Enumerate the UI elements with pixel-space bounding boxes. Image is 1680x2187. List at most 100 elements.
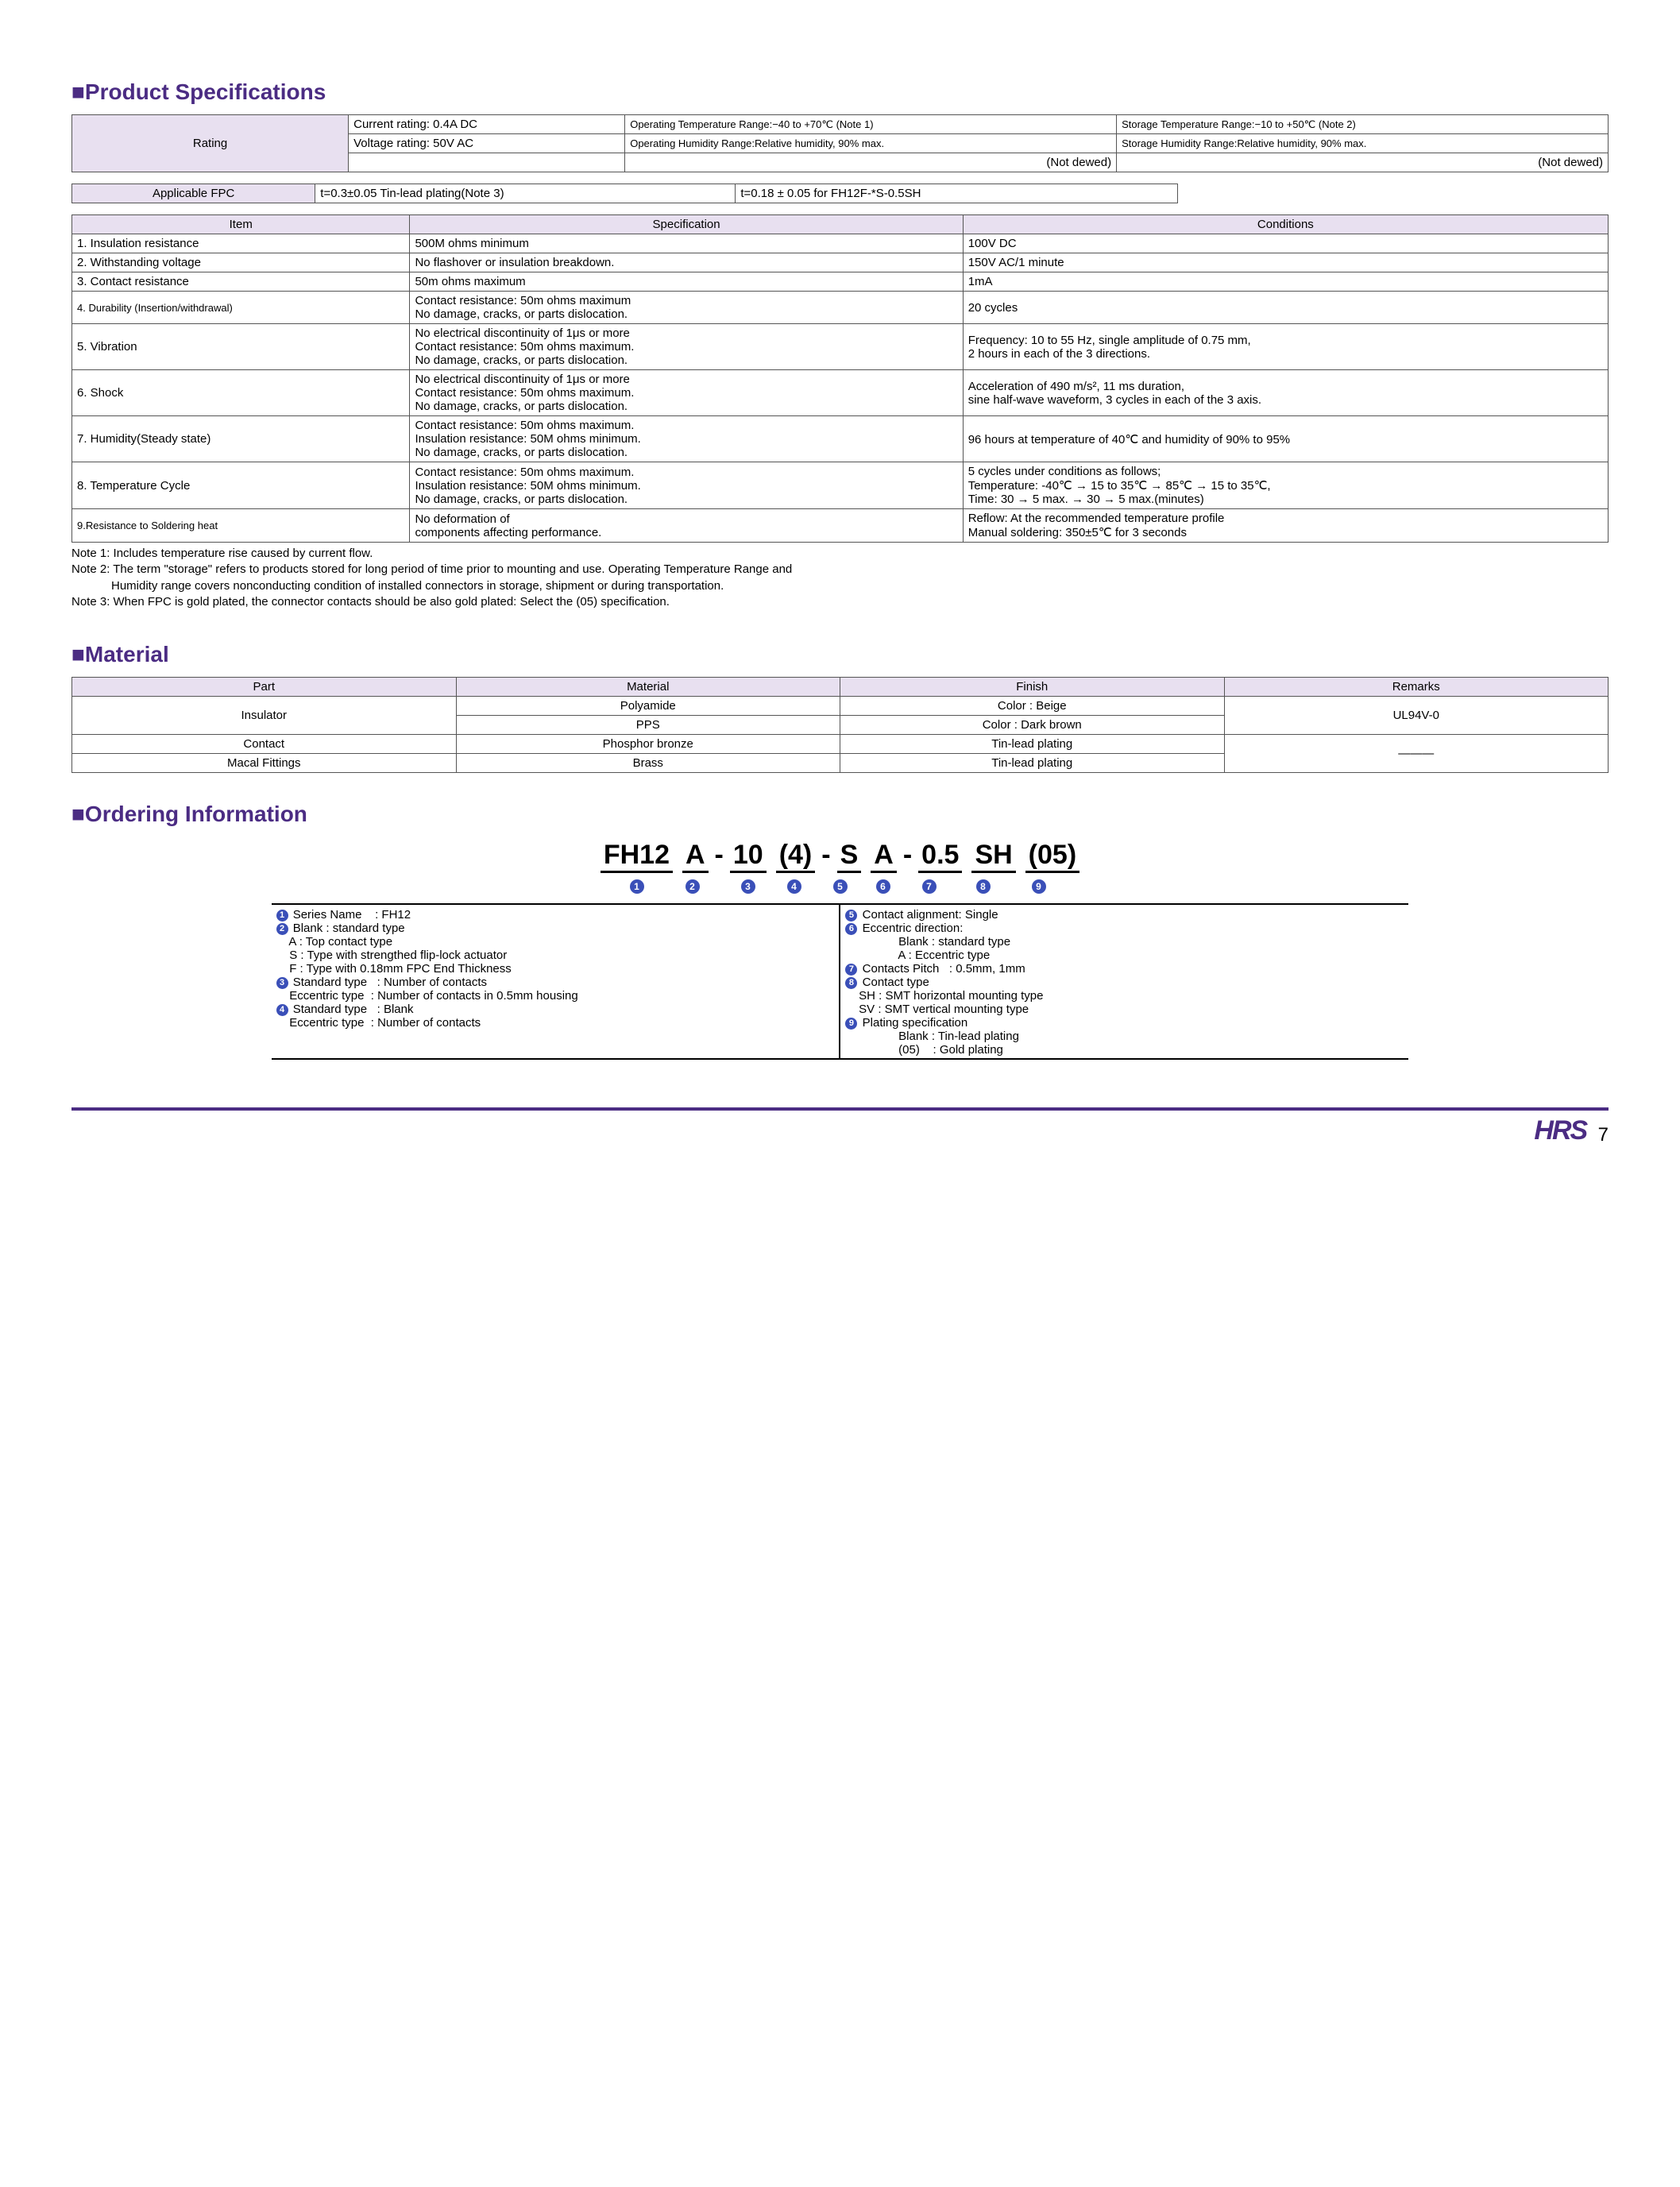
- mat-r2m: PPS: [456, 716, 840, 735]
- order-seg: A: [682, 840, 709, 873]
- order-line: 4 Standard type : Blank: [276, 1003, 835, 1016]
- fpc-a: t=0.3±0.05 Tin-lead plating(Note 3): [315, 184, 736, 203]
- mat-h1: Part: [72, 678, 457, 697]
- mat-h4: Remarks: [1224, 678, 1609, 697]
- order-seg: A: [871, 840, 897, 873]
- order-right: 5 Contact alignment: Single6 Eccentric d…: [840, 904, 1408, 1059]
- order-seg: S: [837, 840, 862, 873]
- spec-spec: No flashover or insulation breakdown.: [410, 253, 963, 272]
- note1: Note 1: Includes temperature rise caused…: [71, 546, 1609, 562]
- spec-item: 4. Durability (Insertion/withdrawal): [72, 292, 410, 324]
- order-num: 4: [787, 879, 801, 894]
- order-seg: 0.5: [918, 840, 962, 873]
- spec-spec: Contact resistance: 50m ohms maximum No …: [410, 292, 963, 324]
- spec-item: 3. Contact resistance: [72, 272, 410, 292]
- spec-spec: No electrical discontinuity of 1μs or mo…: [410, 370, 963, 416]
- order-line: A : Eccentric type: [845, 949, 1404, 962]
- fpc-label: Applicable FPC: [72, 184, 315, 203]
- circ-icon: 6: [845, 923, 857, 935]
- spec-spec: 500M ohms minimum: [410, 234, 963, 253]
- circ-icon: 9: [845, 1018, 857, 1030]
- page-number: 7: [1598, 1124, 1609, 1146]
- note2a: Note 2: The term "storage" refers to pro…: [71, 562, 1609, 578]
- circ-icon: 8: [845, 977, 857, 989]
- spec-cond: 100V DC: [963, 234, 1608, 253]
- notes: Note 1: Includes temperature rise caused…: [71, 546, 1609, 610]
- logo: HRS: [1534, 1115, 1586, 1146]
- mat-r4m: Brass: [456, 754, 840, 773]
- order-line: F : Type with 0.18mm FPC End Thickness: [276, 962, 835, 976]
- order-num: 1: [630, 879, 644, 894]
- spec-h3: Conditions: [963, 215, 1608, 234]
- spec-cond: 96 hours at temperature of 40℃ and humid…: [963, 416, 1608, 462]
- spec-cond: 1mA: [963, 272, 1608, 292]
- order-seg: FH12: [601, 840, 673, 873]
- order-num: 6: [876, 879, 890, 894]
- fpc-table: Applicable FPC t=0.3±0.05 Tin-lead plati…: [71, 184, 1178, 203]
- dash: -: [821, 840, 830, 870]
- order-line: SH : SMT horizontal mounting type: [845, 989, 1404, 1003]
- order-num: 9: [1032, 879, 1046, 894]
- order-line: SV : SMT vertical mounting type: [845, 1003, 1404, 1016]
- mat-r3f: Tin-lead plating: [840, 735, 1225, 754]
- circ-icon: 4: [276, 1004, 288, 1016]
- order-legend-table: 1 Series Name : FH122 Blank : standard t…: [272, 903, 1409, 1060]
- spec-item: 1. Insulation resistance: [72, 234, 410, 253]
- spec-item: 5. Vibration: [72, 324, 410, 370]
- spec-spec: No deformation of components affecting p…: [410, 509, 963, 543]
- order-line: 1 Series Name : FH12: [276, 908, 835, 922]
- mat-r3p: Contact: [72, 735, 457, 754]
- circ-icon: 2: [276, 923, 288, 935]
- order-line: 8 Contact type: [845, 976, 1404, 989]
- heading-material: ■Material: [71, 642, 1609, 667]
- order-line: Blank : standard type: [845, 935, 1404, 949]
- spec-cond: 5 cycles under conditions as follows; Te…: [963, 462, 1608, 509]
- mat-r2f: Color : Dark brown: [840, 716, 1225, 735]
- order-seg: 10: [730, 840, 767, 873]
- footer: HRS 7: [71, 1107, 1609, 1146]
- order-seg: SH: [971, 840, 1015, 873]
- circ-icon: 3: [276, 977, 288, 989]
- spec-item: 8. Temperature Cycle: [72, 462, 410, 509]
- mat-r3m: Phosphor bronze: [456, 735, 840, 754]
- order-num: 7: [922, 879, 937, 894]
- spec-cond: 150V AC/1 minute: [963, 253, 1608, 272]
- mat-r1r: UL94V-0: [1224, 697, 1609, 735]
- order-line: 6 Eccentric direction:: [845, 922, 1404, 935]
- circ-icon: 5: [845, 910, 857, 922]
- spec-item: 2. Withstanding voltage: [72, 253, 410, 272]
- spec-spec: No electrical discontinuity of 1μs or mo…: [410, 324, 963, 370]
- rating-sttemp: Storage Temperature Range:−10 to +50℃ (N…: [1117, 115, 1609, 134]
- order-line: 9 Plating specification: [845, 1016, 1404, 1030]
- fpc-b: t=0.18 ± 0.05 for FH12F-*S-0.5SH: [736, 184, 1178, 203]
- spec-cond: Reflow: At the recommended temperature p…: [963, 509, 1608, 543]
- order-line: S : Type with strengthed flip-lock actua…: [276, 949, 835, 962]
- spec-h1: Item: [72, 215, 410, 234]
- mat-r1p: Insulator: [72, 697, 457, 735]
- dash: -: [903, 840, 912, 870]
- heading-spec: ■Product Specifications: [71, 79, 1609, 105]
- mat-r1f: Color : Beige: [840, 697, 1225, 716]
- circ-icon: 7: [845, 964, 857, 976]
- spec-item: 6. Shock: [72, 370, 410, 416]
- material-table: Part Material Finish Remarks Insulator P…: [71, 677, 1609, 773]
- spec-cond: Frequency: 10 to 55 Hz, single amplitude…: [963, 324, 1608, 370]
- order-nums: 123456789: [71, 879, 1609, 894]
- mat-h2: Material: [456, 678, 840, 697]
- note3: Note 3: When FPC is gold plated, the con…: [71, 594, 1609, 610]
- mat-r3r: ———: [1224, 735, 1609, 773]
- note2b: Humidity range covers nonconducting cond…: [71, 578, 1609, 594]
- order-num: 5: [833, 879, 848, 894]
- order-num: 3: [741, 879, 755, 894]
- rating-optemp: Operating Temperature Range:−40 to +70℃ …: [625, 115, 1117, 134]
- order-line: 2 Blank : standard type: [276, 922, 835, 935]
- spec-item: 7. Humidity(Steady state): [72, 416, 410, 462]
- rating-current: Current rating: 0.4A DC: [349, 115, 625, 134]
- order-line: Eccentric type : Number of contacts in 0…: [276, 989, 835, 1003]
- order-line: 3 Standard type : Number of contacts: [276, 976, 835, 989]
- rating-ophum: Operating Humidity Range:Relative humidi…: [625, 134, 1117, 153]
- spec-item: 9.Resistance to Soldering heat: [72, 509, 410, 543]
- mat-h3: Finish: [840, 678, 1225, 697]
- mat-r4p: Macal Fittings: [72, 754, 457, 773]
- spec-spec: 50m ohms maximum: [410, 272, 963, 292]
